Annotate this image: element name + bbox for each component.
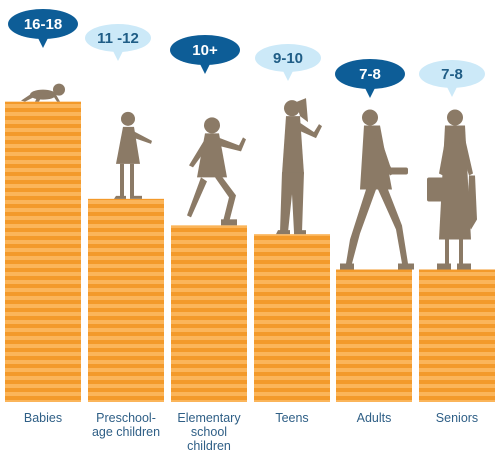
bubble-tail [364,86,376,98]
category-label: Preschool-age children [92,411,160,439]
category-label-line: Seniors [436,411,478,425]
data-label: 9-10 [273,50,303,67]
bar [88,198,164,402]
category-label-line: children [187,439,231,453]
category-label-line: school [191,425,227,439]
category-label-line: age children [92,425,160,439]
teen-with-phone-figure [276,98,322,235]
bubble-body [8,9,78,39]
bars-layer [5,101,495,403]
value-bubble: 7-8 [335,59,405,98]
bar [419,269,495,402]
category-label-line: Adults [357,411,392,425]
category-label-line: Preschool- [96,411,156,425]
data-label: 16-18 [24,16,62,33]
value-bubble: 7-8 [419,60,485,97]
bubble-body [419,60,485,88]
bubble-body [255,44,321,72]
bar [171,225,247,402]
running-child-figure [187,117,246,226]
adult-walking-figure [340,109,414,270]
category-label: Babies [24,411,62,425]
value-bubble: 11 -12 [85,24,151,61]
value-bubble: 10+ [170,35,240,74]
data-label: 10+ [192,42,218,59]
value-bubble: 16-18 [8,9,78,48]
bar [5,101,81,403]
category-label: Teens [275,411,308,425]
figures-layer [21,83,477,270]
category-label-line: Elementary [177,411,241,425]
bubble-tail [199,62,211,74]
bar [336,269,412,402]
data-label: 7-8 [359,66,381,83]
bubble-body [170,35,240,65]
category-label: Adults [357,411,392,425]
bubbles-layer: 16-18 11 -12 10+ 9-10 7-8 7-8 [8,9,485,98]
bubble-tail [446,85,458,97]
value-bubble: 9-10 [255,44,321,81]
bubble-tail [282,69,294,81]
bubble-tail [37,36,49,48]
category-labels: Babies Preschool-age children Elementary sc… [24,411,478,453]
category-label: Elementary school children [177,411,241,453]
senior-with-umbrella-figure [427,109,477,270]
category-label-line: Teens [275,411,308,425]
preschool-child-figure [114,111,152,199]
category-label-line: Babies [24,411,62,425]
data-label: 7-8 [441,66,463,83]
bubble-body [85,24,151,52]
bubble-tail [112,49,124,61]
bar [254,234,330,402]
category-label: Seniors [436,411,478,425]
bubble-body [335,59,405,89]
data-label: 11 -12 [97,30,139,47]
crawling-baby-figure [21,83,65,102]
